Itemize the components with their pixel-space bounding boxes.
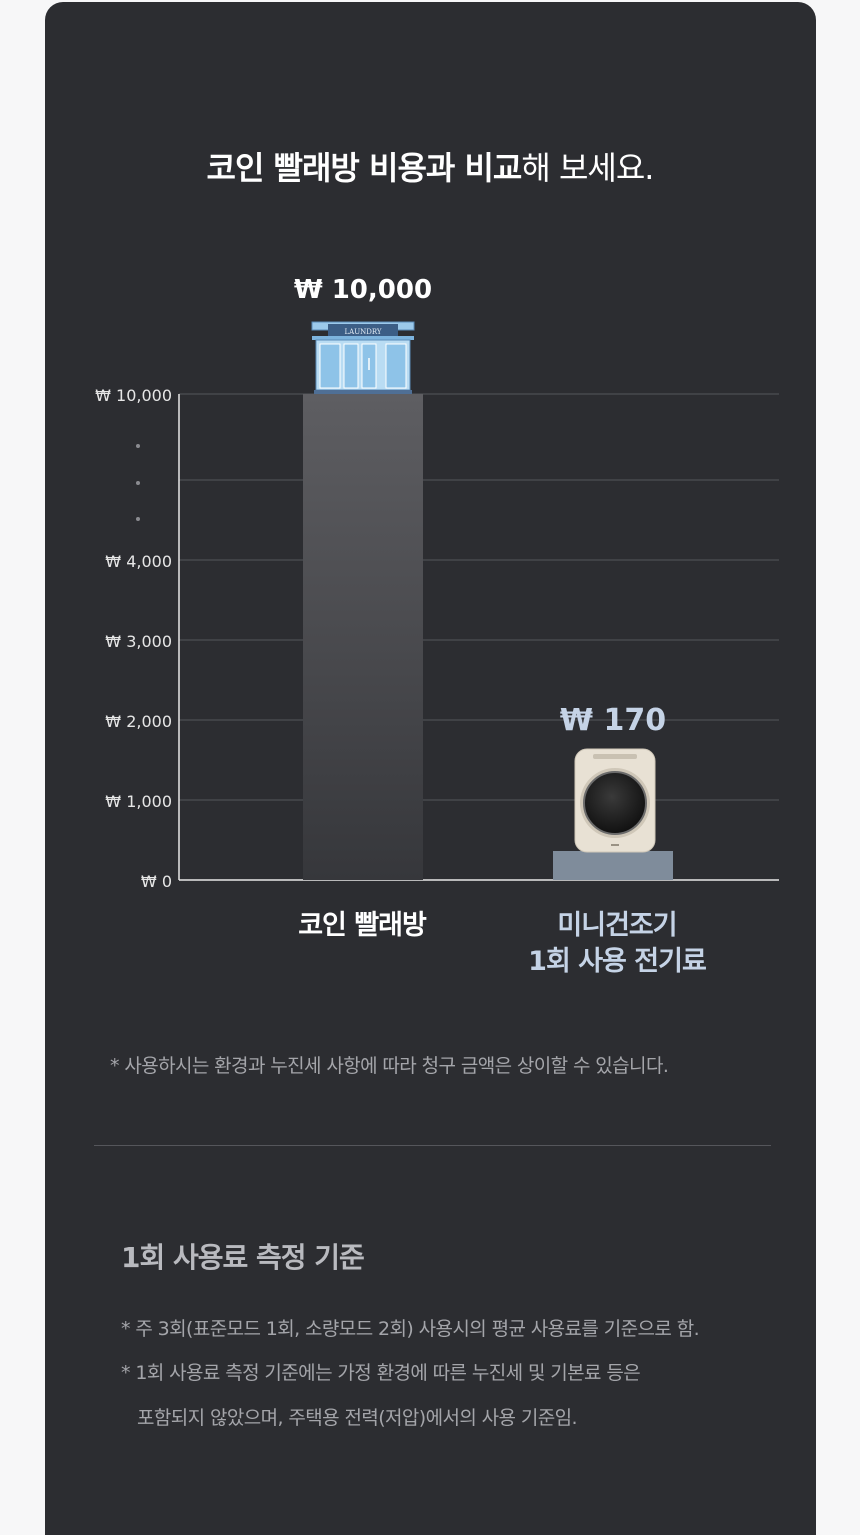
title-light-text: 해 보세요. (521, 149, 654, 187)
y-tick-label: ₩ 0 (141, 872, 172, 891)
section-divider (94, 1145, 771, 1146)
axis-break-dot (136, 517, 140, 521)
bar-mini-dryer (553, 851, 673, 880)
page-title: 코인 빨래방 비용과 비교해 보세요. (0, 143, 860, 189)
bars (303, 394, 673, 880)
x-label-mini-dryer: 미니건조기 1회 사용 전기료 (497, 908, 737, 980)
grid-lines (179, 393, 779, 801)
criteria-heading: 1회 사용료 측정 기준 (121, 1241, 365, 1274)
laundry-shop-icon: LAUNDRY (311, 321, 415, 394)
y-tick-labels: ₩ 10,000 ₩ 4,000 ₩ 3,000 ₩ 2,000 ₩ 1,000 ₩ 0 (95, 386, 172, 891)
x-label-mini-dryer-line1: 미니건조기 (557, 910, 677, 941)
y-tick-label: ₩ 2,000 (105, 712, 172, 731)
x-label-coin-laundry: 코인 빨래방 (298, 910, 427, 941)
data-label-mini-dryer: ₩ 170 (560, 703, 666, 738)
criteria-line-2: * 1회 사용료 측정 기준에는 가정 환경에 따른 누진세 및 기본료 등은 (121, 1362, 641, 1384)
criteria-line-3: 포함되지 않았으며, 주택용 전력(저압)에서의 사용 기준임. (137, 1407, 578, 1429)
data-label-coin-laundry: ₩ 10,000 (294, 275, 432, 305)
axis-break-dot (136, 481, 140, 485)
axes (178, 394, 779, 881)
title-bold-text: 코인 빨래방 비용과 비교 (206, 149, 523, 187)
content-card (45, 2, 816, 1535)
laundry-sign-text: LAUNDRY (344, 328, 381, 336)
mini-dryer-icon (574, 748, 656, 853)
bar-coin-laundry (303, 394, 423, 880)
axis-break-dot (136, 444, 140, 448)
y-tick-label: ₩ 4,000 (105, 552, 172, 571)
data-labels: ₩ 10,000 ₩ 170 (294, 275, 666, 738)
cost-comparison-chart: ₩ 10,000₩ 4,000₩ 3,000₩ 2,000₩ 1,000₩ 0 … (95, 275, 779, 891)
criteria-line-1: * 주 3회(표준모드 1회, 소량모드 2회) 사용시의 평균 사용료를 기준… (121, 1318, 700, 1340)
y-tick-label: ₩ 1,000 (105, 792, 172, 811)
axis-break-dots (136, 444, 140, 521)
disclaimer-note: * 사용하시는 환경과 누진세 사항에 따라 청구 금액은 상이할 수 있습니다… (110, 1055, 669, 1077)
y-tick-label: ₩ 3,000 (105, 632, 172, 651)
y-tick-label: ₩ 10,000 (95, 386, 172, 405)
x-label-mini-dryer-line2: 1회 사용 전기료 (528, 946, 707, 977)
